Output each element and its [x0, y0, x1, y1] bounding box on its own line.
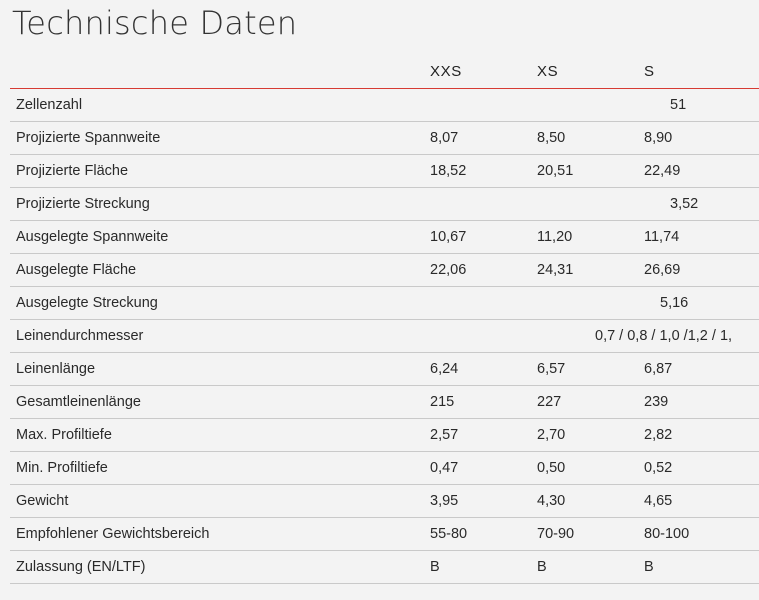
- cell-value: 4,30: [537, 484, 644, 518]
- cell-value: 227: [537, 385, 644, 419]
- cell-value: 2,70: [537, 418, 644, 452]
- cell-value: 55-80: [430, 517, 537, 551]
- table-row: Projizierte Spannweite 8,07 8,50 8,90: [10, 121, 759, 155]
- row-label: Zulassung (EN/LTF): [10, 550, 430, 584]
- table-row: Gewicht 3,95 4,30 4,65: [10, 484, 759, 518]
- cell-value: 6,24: [430, 352, 537, 386]
- cell-value: 22,06: [430, 253, 537, 287]
- cell-value: 3,95: [430, 484, 537, 518]
- cell-value: 10,67: [430, 220, 537, 254]
- cell-shared-value: 51: [430, 88, 759, 122]
- cell-value: 80-100: [644, 517, 759, 551]
- header-row: XXS XS S: [10, 54, 759, 89]
- cell-shared-value: 3,52: [430, 187, 759, 221]
- header-size-xxs: XXS: [430, 54, 537, 89]
- page-title: Technische Daten: [12, 4, 298, 42]
- row-label: Min. Profiltiefe: [10, 451, 430, 485]
- shared-value-text: 3,52: [670, 196, 699, 212]
- row-label: Gewicht: [10, 484, 430, 518]
- cell-value: 239: [644, 385, 759, 419]
- table-row: Leinenlänge 6,24 6,57 6,87: [10, 352, 759, 386]
- row-label: Empfohlener Gewichtsbereich: [10, 517, 430, 551]
- cell-value: 11,20: [537, 220, 644, 254]
- cell-value: B: [537, 550, 644, 584]
- row-label: Projizierte Spannweite: [10, 121, 430, 155]
- cell-value: B: [644, 550, 759, 584]
- table-body: Zellenzahl 51 Projizierte Spannweite 8,07 8,…: [10, 88, 759, 584]
- header-size-s: S: [644, 54, 759, 89]
- table-row: Ausgelegte Streckung 5,16: [10, 286, 759, 320]
- table-header: XXS XS S: [10, 54, 759, 89]
- table-row: Zellenzahl 51: [10, 88, 759, 122]
- cell-shared-value: 5,16: [430, 286, 759, 320]
- row-label: Max. Profiltiefe: [10, 418, 430, 452]
- cell-value: B: [430, 550, 537, 584]
- cell-value: 6,57: [537, 352, 644, 386]
- cell-value: 22,49: [644, 154, 759, 188]
- cell-value: 2,57: [430, 418, 537, 452]
- row-label: Gesamtleinenlänge: [10, 385, 430, 419]
- table-row: Ausgelegte Spannweite 10,67 11,20 11,74: [10, 220, 759, 254]
- row-label: Ausgelegte Streckung: [10, 286, 430, 320]
- technical-data-table: XXS XS S Zellenzahl 51 Projizierte Spannwe…: [10, 54, 759, 584]
- header-label-column: [10, 54, 430, 89]
- row-label: Leinendurchmesser: [10, 319, 430, 353]
- row-label: Ausgelegte Spannweite: [10, 220, 430, 254]
- cell-value: 6,87: [644, 352, 759, 386]
- shared-value-text: 51: [670, 97, 687, 113]
- cell-value: 70-90: [537, 517, 644, 551]
- cell-value: 8,50: [537, 121, 644, 155]
- header-size-xs: XS: [537, 54, 644, 89]
- cell-value: 2,82: [644, 418, 759, 452]
- table-row: Min. Profiltiefe 0,47 0,50 0,52: [10, 451, 759, 485]
- cell-value: 11,74: [644, 220, 759, 254]
- cell-value: 26,69: [644, 253, 759, 287]
- table-row: Projizierte Streckung 3,52: [10, 187, 759, 221]
- table-row: Ausgelegte Fläche 22,06 24,31 26,69: [10, 253, 759, 287]
- table-row: Gesamtleinenlänge 215 227 239: [10, 385, 759, 419]
- table-row: Empfohlener Gewichtsbereich 55-80 70-90 80-…: [10, 517, 759, 551]
- row-label: Projizierte Fläche: [10, 154, 430, 188]
- cell-value: 24,31: [537, 253, 644, 287]
- table-row: Zulassung (EN/LTF) B B B: [10, 550, 759, 584]
- row-label: Leinenlänge: [10, 352, 430, 386]
- shared-value-text: 0,7 / 0,8 / 1,0 /1,2 / 1,: [595, 328, 733, 344]
- cell-value: 0,47: [430, 451, 537, 485]
- cell-value: 8,90: [644, 121, 759, 155]
- shared-value-text: 5,16: [660, 295, 689, 311]
- row-label: Ausgelegte Fläche: [10, 253, 430, 287]
- cell-value: 18,52: [430, 154, 537, 188]
- row-label: Projizierte Streckung: [10, 187, 430, 221]
- table-row: Leinendurchmesser 0,7 / 0,8 / 1,0 /1,2 / …: [10, 319, 759, 353]
- cell-shared-value: 0,7 / 0,8 / 1,0 /1,2 / 1,: [430, 319, 759, 353]
- cell-value: 20,51: [537, 154, 644, 188]
- row-label: Zellenzahl: [10, 88, 430, 122]
- cell-value: 215: [430, 385, 537, 419]
- cell-value: 8,07: [430, 121, 537, 155]
- table-row: Projizierte Fläche 18,52 20,51 22,49: [10, 154, 759, 188]
- table-row: Max. Profiltiefe 2,57 2,70 2,82: [10, 418, 759, 452]
- cell-value: 4,65: [644, 484, 759, 518]
- cell-value: 0,52: [644, 451, 759, 485]
- cell-value: 0,50: [537, 451, 644, 485]
